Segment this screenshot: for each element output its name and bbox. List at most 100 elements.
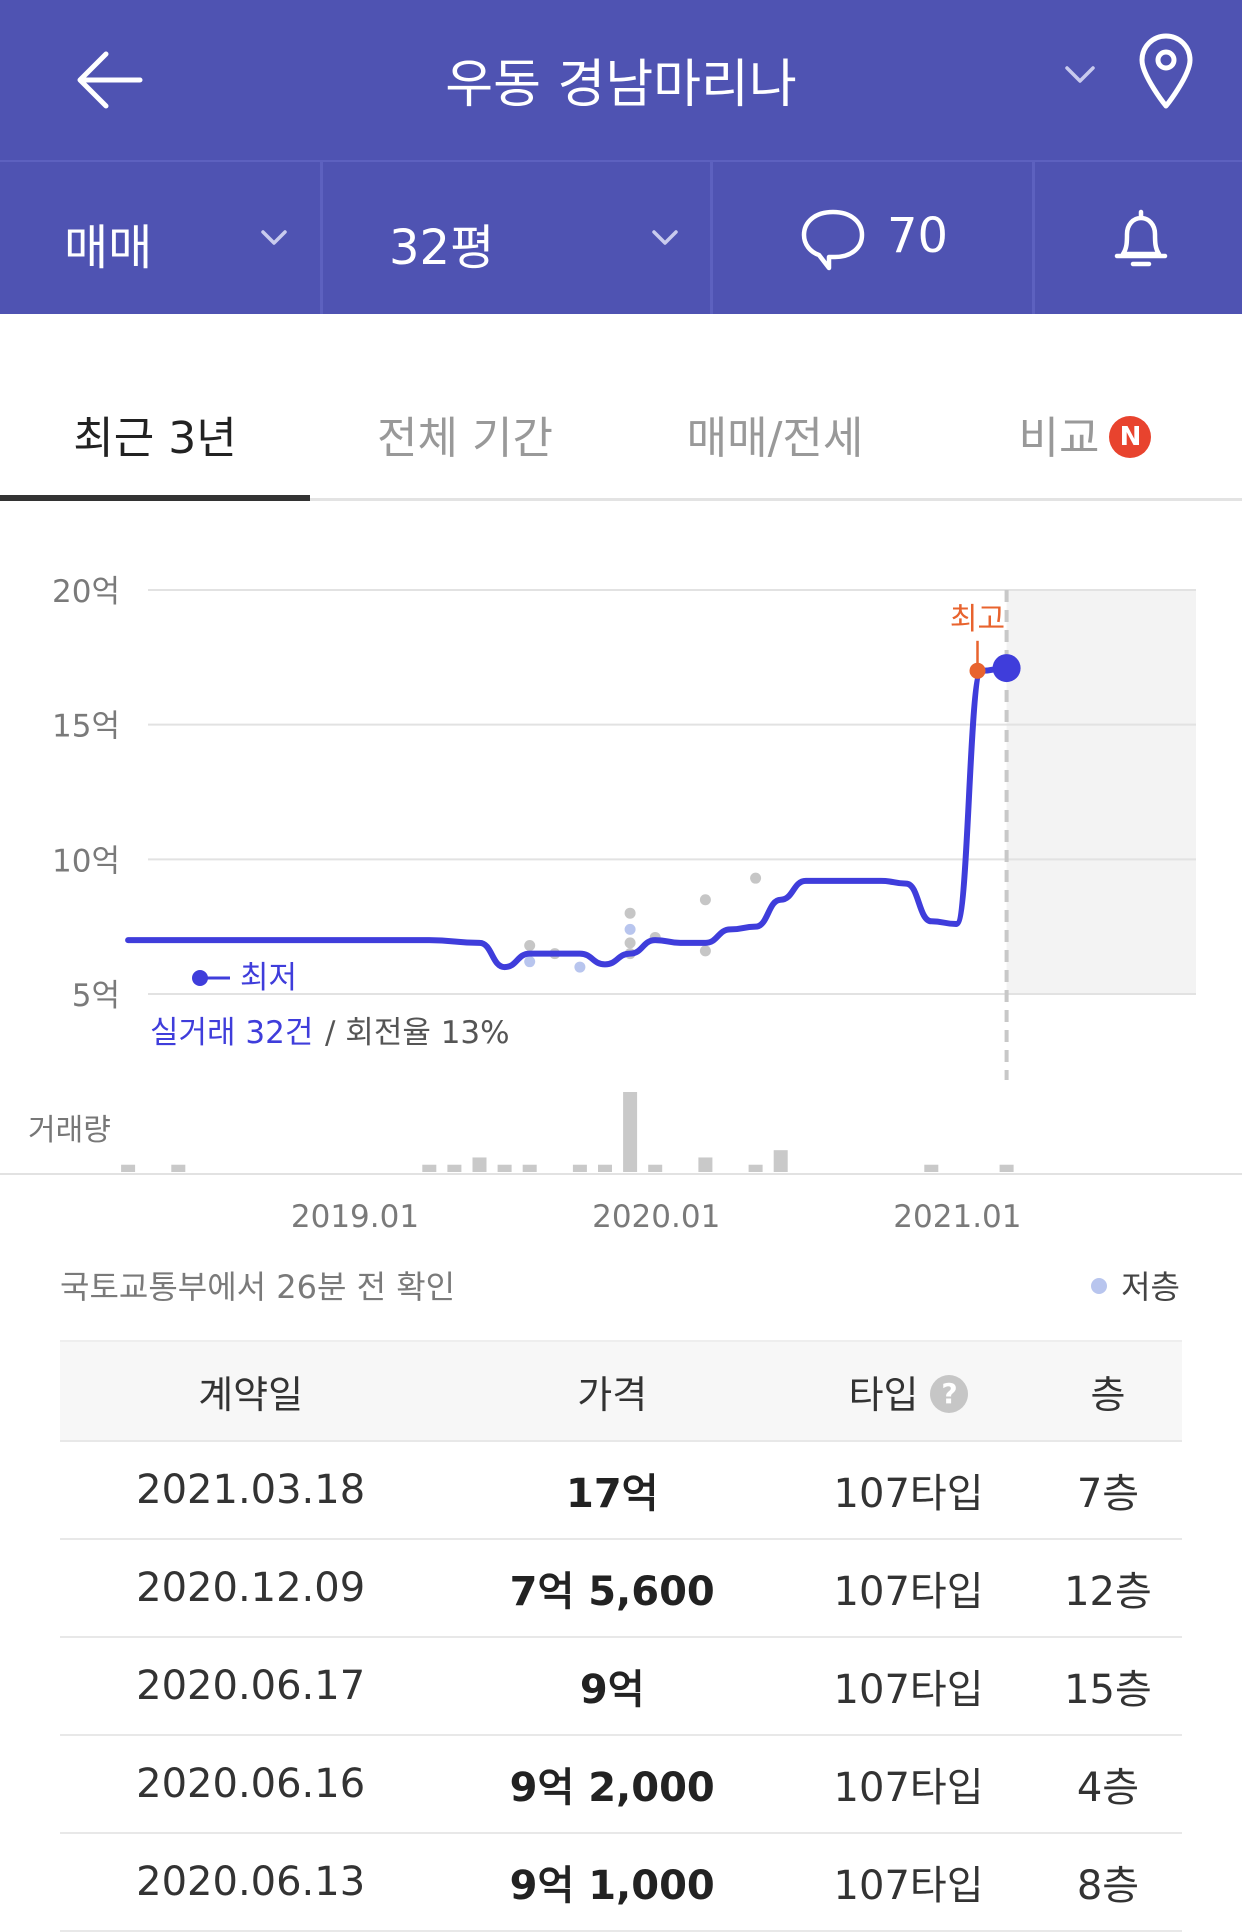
low-legend-dot [192,970,208,986]
cell-type: 107타입 [783,1637,1034,1736]
new-badge: N [1109,416,1152,458]
y-tick-label: 15억 [52,709,120,745]
map-pin-icon [1139,33,1193,109]
volume-label: 거래량 [28,1113,111,1148]
tab-recent-3-years[interactable]: 최근 3년 [0,360,310,501]
back-button[interactable] [70,40,150,120]
cell-floor: 7층 [1033,1441,1182,1540]
location-button[interactable] [1135,32,1197,112]
volume-bar [748,1164,763,1172]
high-point [969,662,986,679]
y-tick-label: 5억 [72,978,120,1014]
trade-point [699,945,711,957]
tab-label: 최근 3년 [73,413,237,464]
cell-date: 2021.03.18 [60,1441,442,1540]
page-title: 우동 경남마리나 [445,55,797,115]
trade-point [699,894,711,906]
cell-type: 107타입 [783,1735,1034,1834]
volume-bar [924,1164,939,1172]
volume-bar [648,1164,663,1172]
volume-bar [447,1164,462,1172]
trade-point [524,956,536,968]
area-value: 32평 [389,220,495,276]
cell-price: 17억 [441,1441,784,1540]
cell-price: 7억 5,600 [441,1539,784,1638]
legend-low-floor: 저층 [1091,1262,1180,1308]
trade-type-value: 매매 [64,220,153,276]
period-tabs: 최근 3년 전체 기간 매매/전세 비교 N [0,360,1242,501]
volume-bar [999,1164,1014,1172]
alarm-button[interactable] [1032,162,1242,314]
table-row[interactable]: 2020.12.09 7억 5,600 107타입 12층 [60,1539,1182,1638]
cell-date: 2020.12.09 [60,1539,442,1638]
volume-bar [623,1092,638,1172]
title-dropdown-button[interactable] [1055,50,1105,100]
cell-price: 9억 [441,1637,784,1736]
volume-bar [171,1164,186,1172]
table-row[interactable]: 2021.03.18 17억 107타입 7층 [60,1441,1182,1540]
transaction-table: 계약일 가격 타입? 층 2021.03.18 17억 107타입 7층 202… [60,1340,1182,1932]
tab-label: 전체 기간 [377,413,553,464]
help-icon[interactable]: ? [930,1375,969,1413]
chevron-down-icon [261,230,287,245]
volume-bar [497,1164,512,1172]
cell-type: 107타입 [783,1833,1034,1932]
legend-low-label: 저층 [1121,1268,1180,1306]
trade-point [750,872,762,884]
x-tick-label: 2021.01 [893,1199,1021,1235]
trade-summary-count: 실거래 32건 [150,1015,313,1051]
volume-bar [472,1157,487,1172]
volume-bar [121,1164,136,1172]
tab-compare-content: 비교 N [930,402,1240,466]
volume-bar [522,1164,537,1172]
filter-bar: 매매 32평 70 [0,160,1242,314]
volume-bar [598,1164,612,1172]
header-date: 계약일 [60,1340,442,1442]
volume-bar [422,1164,437,1172]
tab-compare[interactable]: 비교 N [930,360,1240,498]
volume-bar [698,1157,713,1172]
speech-bubble-icon [801,209,865,271]
tab-label: 매매/전세 [686,413,864,464]
arrow-left-icon [77,51,143,109]
trade-point [624,923,636,935]
cell-date: 2020.06.17 [60,1637,442,1736]
price-line [125,665,1010,971]
trade-summary-turnover: / 회전율 13% [325,1015,510,1051]
table-row[interactable]: 2020.06.13 9억 1,000 107타입 8층 [60,1833,1182,1932]
chevron-down-icon [652,230,678,245]
trade-type-select[interactable]: 매매 [0,162,320,314]
header-type-label: 타입 [848,1372,919,1417]
app-header: 우동 경남마리나 [0,0,1242,160]
comments-button[interactable]: 70 [710,162,1035,314]
header-floor: 층 [1033,1340,1182,1442]
tab-label: 비교 [1018,413,1100,464]
tab-sale-jeonse[interactable]: 매매/전세 [620,360,930,498]
source-note: 국토교통부에서 26분 전 확인 [60,1268,456,1306]
trade-point [624,907,636,919]
cell-floor: 8층 [1033,1833,1182,1932]
x-tick-label: 2020.01 [592,1199,720,1235]
high-label: 최고 [950,602,1005,637]
table-row[interactable]: 2020.06.17 9억 107타입 15층 [60,1637,1182,1736]
volume-bar [572,1164,587,1172]
latest-point [992,654,1021,683]
cell-floor: 4층 [1033,1735,1182,1834]
bell-icon [1114,209,1168,267]
volume-bar [773,1150,788,1172]
x-tick-label: 2019.01 [291,1199,419,1235]
future-area [1006,590,1196,994]
y-tick-label: 10억 [52,843,120,879]
tab-all-period[interactable]: 전체 기간 [310,360,620,498]
area-select[interactable]: 32평 [320,162,713,314]
header-price: 가격 [441,1340,784,1442]
low-floor-dot-icon [1091,1278,1108,1294]
comment-count: 70 [887,208,949,264]
table-row[interactable]: 2020.06.16 9억 2,000 107타입 4층 [60,1735,1182,1834]
cell-price: 9억 2,000 [441,1735,784,1834]
cell-date: 2020.06.16 [60,1735,442,1834]
trade-point [624,937,636,949]
cell-floor: 12층 [1033,1539,1182,1638]
trade-point [574,961,586,973]
